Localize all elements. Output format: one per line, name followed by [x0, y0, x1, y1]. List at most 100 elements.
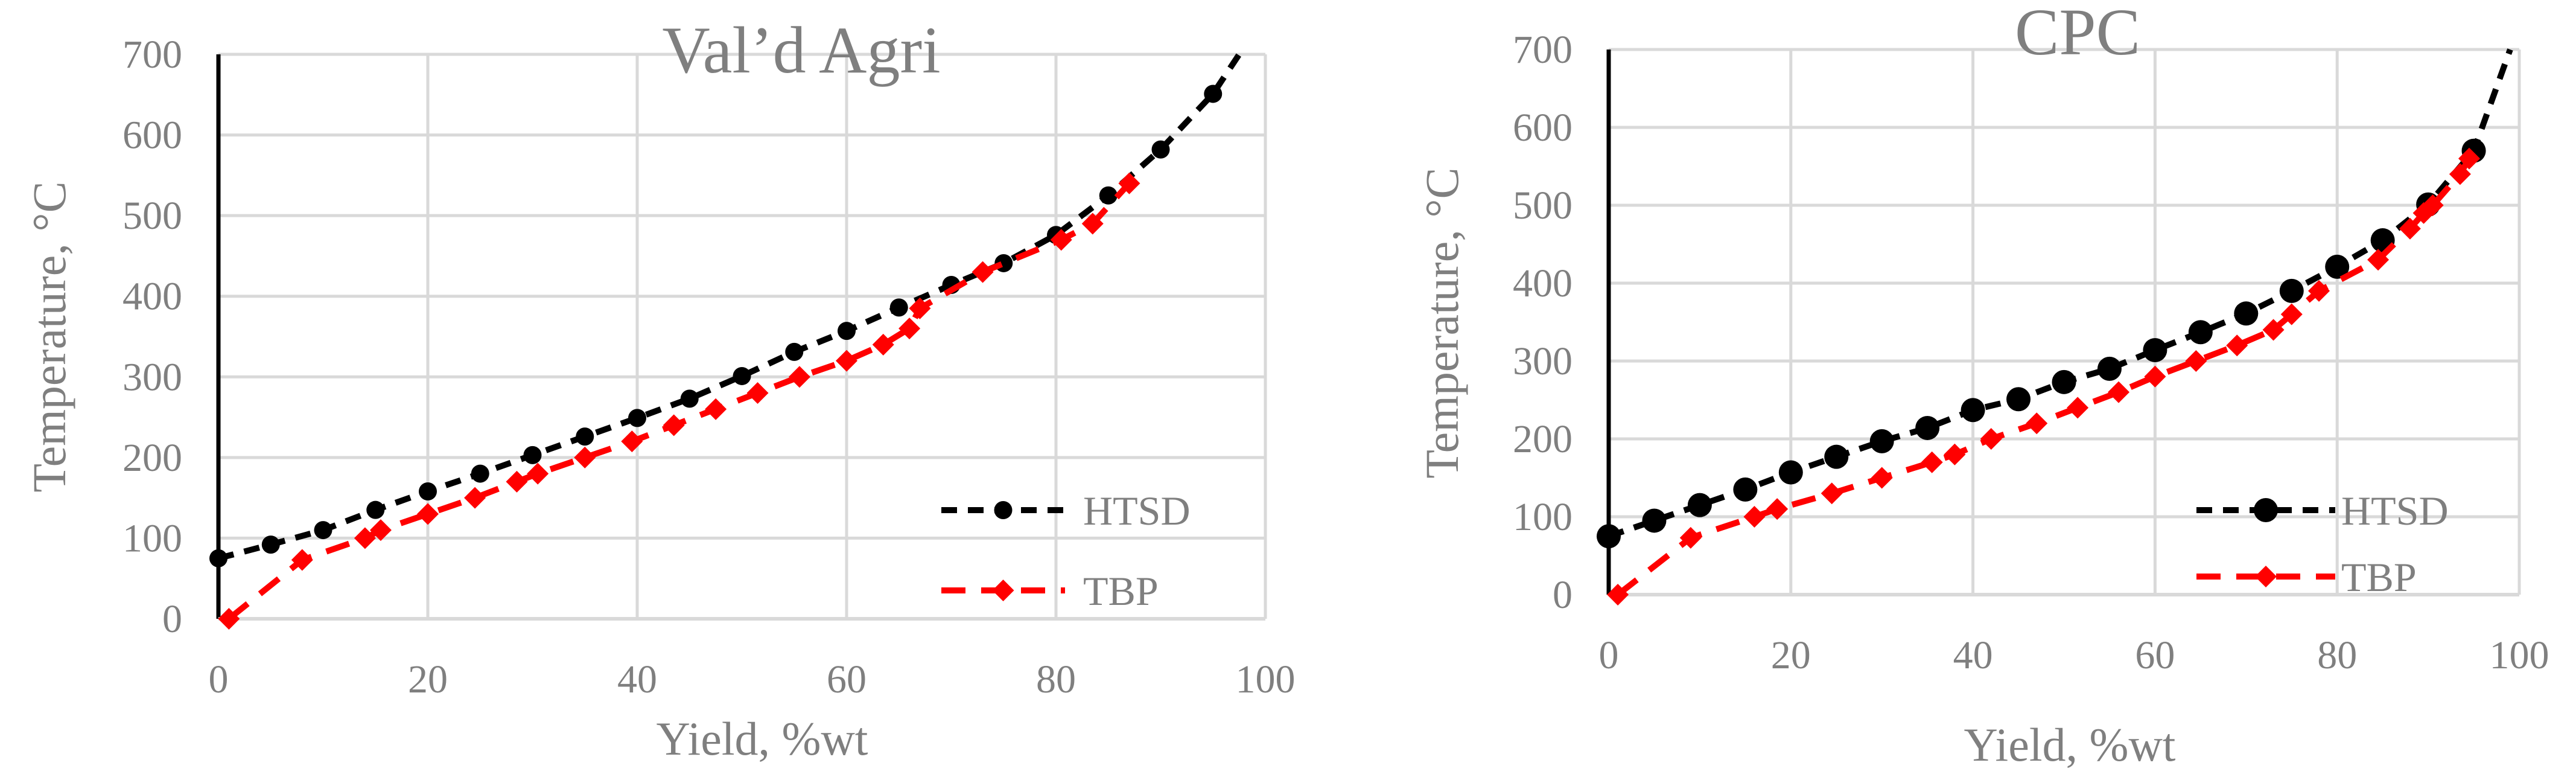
data-point-tbp [2280, 303, 2303, 325]
data-point-htsd [2234, 301, 2259, 326]
legend: HTSD TBP [2196, 488, 2449, 600]
data-point-htsd [1151, 140, 1170, 159]
data-point-tbp [2067, 397, 2089, 419]
data-point-tbp [527, 462, 549, 485]
data-point-htsd [2097, 356, 2122, 381]
data-point-tbp [2185, 350, 2207, 372]
x-tick-label: 0 [209, 657, 229, 702]
legend-label-htsd: HTSD [2341, 488, 2449, 534]
series-tbp [218, 172, 1140, 630]
data-point-htsd [2143, 337, 2167, 362]
data-point-tbp [1944, 443, 1966, 465]
data-point-tbp [663, 414, 685, 436]
x-tick-label: 80 [2317, 633, 2357, 677]
data-point-tbp [2026, 412, 2048, 435]
x-tick-label: 60 [827, 657, 867, 702]
y-tick-label: 600 [122, 113, 182, 158]
data-point-tbp [218, 608, 240, 630]
data-point-htsd [1204, 85, 1223, 103]
data-point-tbp [705, 398, 727, 420]
x-tick-label: 20 [408, 657, 448, 702]
data-point-tbp [1980, 428, 2002, 450]
series-line-tbp [227, 181, 1132, 621]
data-point-htsd [261, 535, 280, 554]
data-point-tbp [2262, 319, 2285, 341]
data-point-tbp [1743, 506, 1766, 528]
chart-2: 0 100 200 300 400 500 600 700 0 20 40 60 80 100 HTSD TB… [1416, 0, 2549, 771]
data-point-tbp [898, 318, 921, 340]
data-point-tbp [291, 549, 313, 571]
series-tbp [1607, 147, 2481, 606]
data-point-htsd [2325, 254, 2350, 279]
x-tick-label: 0 [1599, 633, 1619, 677]
data-point-tbp [788, 366, 810, 388]
y-tick-label: 300 [122, 355, 182, 399]
data-point-tbp [621, 430, 643, 453]
legend-marker-htsd [2254, 498, 2278, 522]
data-point-htsd [1687, 493, 1712, 517]
data-point-tbp [354, 527, 376, 549]
data-point-tbp [1921, 451, 1943, 473]
data-point-htsd [209, 549, 227, 567]
legend-marker-tbp [2255, 566, 2277, 587]
y-tick-label: 700 [122, 33, 182, 77]
data-point-htsd [1099, 186, 1118, 205]
y-tick-label: 0 [162, 597, 182, 641]
data-point-tbp [464, 487, 486, 509]
chart-1: 0 100 200 300 400 500 600 700 0 20 40 60 80 100 HTSD TB… [23, 13, 1296, 765]
data-point-htsd [1733, 477, 1758, 502]
series-htsd [1597, 48, 2513, 549]
data-point-tbp [2458, 147, 2481, 170]
chart-title: CPC [2015, 0, 2140, 69]
data-point-tbp [2399, 217, 2421, 240]
x-axis-title: Yield, %wt [657, 712, 868, 765]
y-tick-label: 700 [1513, 28, 1573, 72]
data-point-htsd [838, 322, 856, 340]
legend-label-tbp: TBP [1083, 568, 1159, 614]
data-point-tbp [872, 333, 894, 356]
data-point-tbp [1081, 213, 1104, 235]
legend-label-htsd: HTSD [1083, 488, 1191, 534]
data-point-tbp [574, 446, 596, 468]
x-tick-label: 40 [617, 657, 657, 702]
legend-label-tbp: TBP [2341, 554, 2417, 600]
x-axis-title: Yield, %wt [1964, 718, 2176, 771]
data-point-htsd [1642, 508, 1667, 533]
data-point-tbp [1871, 467, 1893, 489]
data-point-htsd [1869, 429, 1894, 453]
data-point-htsd [1915, 415, 1940, 440]
data-point-tbp [2308, 280, 2330, 302]
y-tick-label: 100 [122, 516, 182, 560]
legend-marker-htsd [994, 501, 1013, 519]
x-tick-label: 80 [1036, 657, 1076, 702]
series-line-htsd [1608, 48, 2513, 539]
y-tick-label: 400 [1513, 261, 1573, 305]
data-point-tbp [909, 297, 931, 319]
data-point-tbp [1821, 482, 1843, 505]
data-point-htsd [1597, 524, 1621, 549]
data-point-htsd [2279, 278, 2304, 303]
data-point-htsd [1824, 444, 1849, 469]
y-axis-title: Temperature, °C [1416, 167, 1468, 478]
data-point-tbp [1118, 172, 1140, 194]
y-tick-label: 600 [1513, 106, 1573, 150]
y-tick-label: 500 [122, 194, 182, 238]
chart-title: Val’d Agri [662, 13, 940, 87]
data-point-tbp [836, 350, 857, 372]
data-point-tbp [2367, 249, 2390, 271]
y-tick-label: 0 [1553, 573, 1573, 617]
data-point-tbp [972, 261, 994, 283]
data-point-htsd [2006, 387, 2031, 412]
data-point-tbp [506, 470, 528, 493]
data-point-tbp [2422, 194, 2444, 216]
y-tick-label: 200 [122, 436, 182, 480]
legend: HTSD TBP [941, 488, 1191, 614]
series-line-htsd [217, 53, 1242, 561]
data-point-tbp [2449, 163, 2471, 185]
y-tick-label: 200 [1513, 417, 1573, 461]
data-point-htsd [366, 500, 385, 519]
x-tick-label: 40 [1953, 633, 1993, 677]
x-tick-label: 20 [1771, 633, 1811, 677]
y-axis-title: Temperature, °C [23, 181, 75, 492]
data-point-htsd [628, 409, 646, 427]
